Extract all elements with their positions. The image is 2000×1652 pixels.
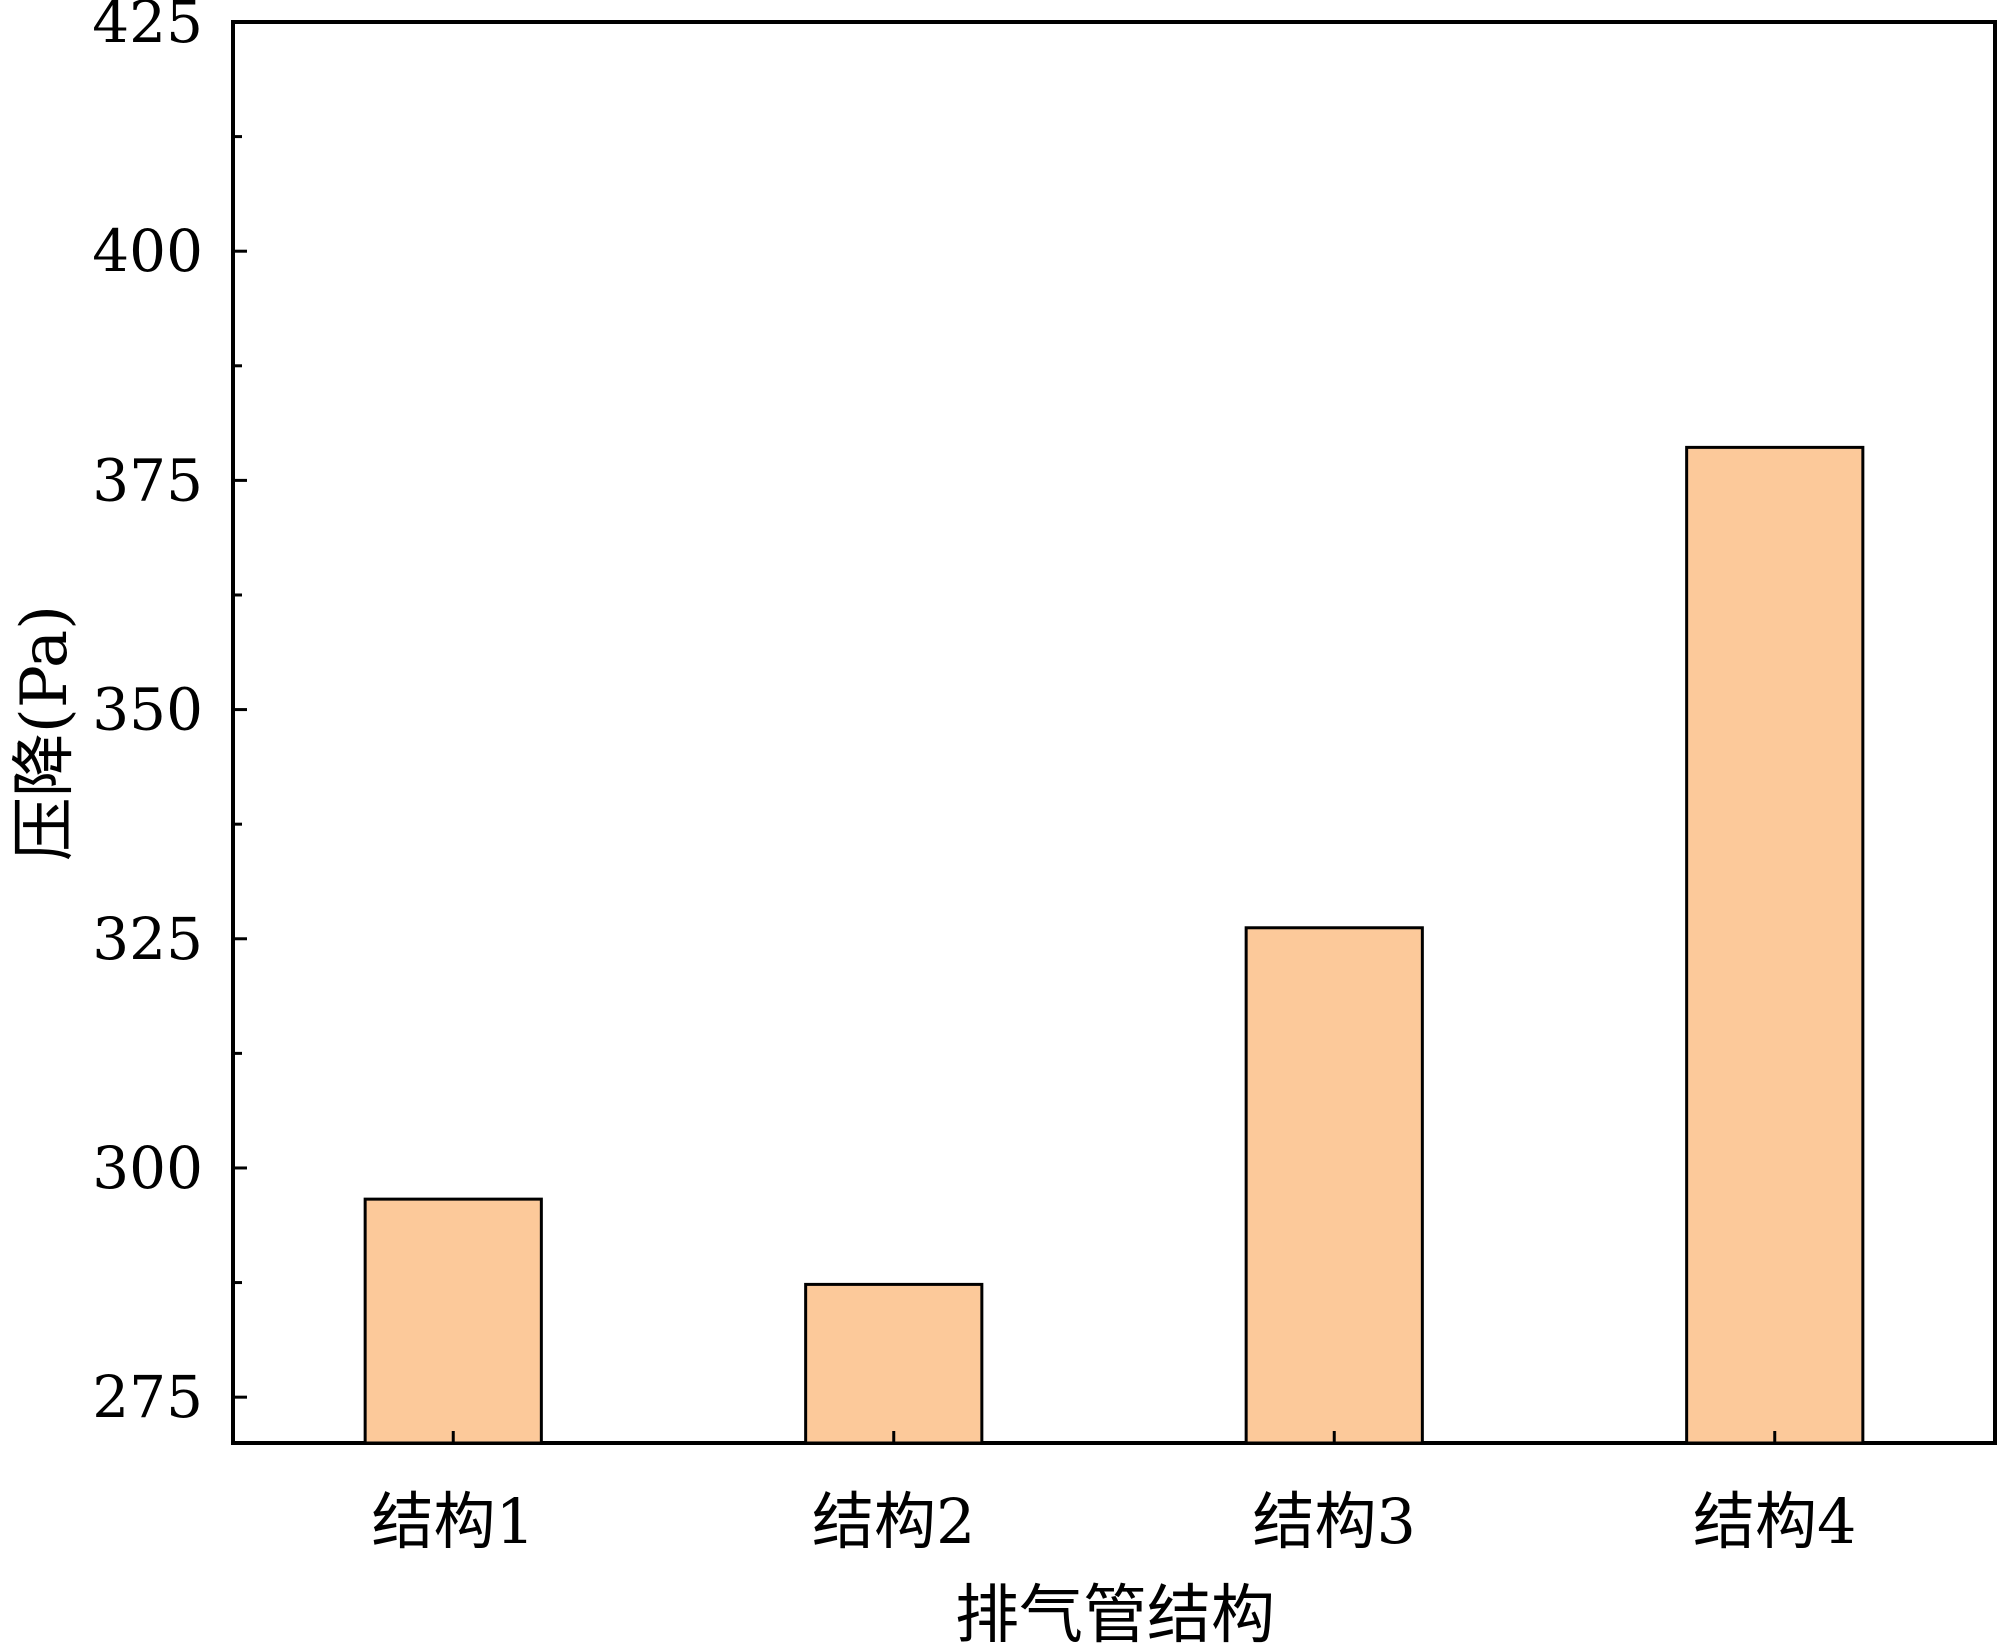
y-axis-title: 压降(Pa) <box>8 605 82 861</box>
bar-1 <box>363 1197 543 1445</box>
plot-border <box>231 20 1997 1445</box>
x-axis-title: 排气管结构 <box>955 1579 1275 1647</box>
bar-2 <box>804 1282 984 1445</box>
y-tick-label: 400 <box>92 217 203 285</box>
y-tick-label: 350 <box>92 676 203 744</box>
x-tick-label: 结构3 <box>1253 1485 1416 1558</box>
y-tick-label: 275 <box>92 1363 203 1431</box>
y-tick-label: 325 <box>92 905 203 973</box>
bar-4 <box>1685 445 1865 1445</box>
x-tick-label: 结构4 <box>1693 1485 1856 1558</box>
y-tick-label: 425 <box>92 0 203 56</box>
x-tick-label: 结构2 <box>812 1485 975 1558</box>
y-tick-label: 300 <box>92 1134 203 1202</box>
bars-layer <box>363 445 1865 1445</box>
y-axis: 275 300 325 350 375 400 425 <box>92 0 247 1431</box>
x-tick-label: 结构1 <box>372 1485 535 1558</box>
bar-3 <box>1244 926 1424 1445</box>
x-axis: 结构1 结构2 结构3 结构4 <box>372 1431 1856 1558</box>
plot-frame <box>231 20 1997 1445</box>
y-tick-label: 375 <box>92 446 203 514</box>
